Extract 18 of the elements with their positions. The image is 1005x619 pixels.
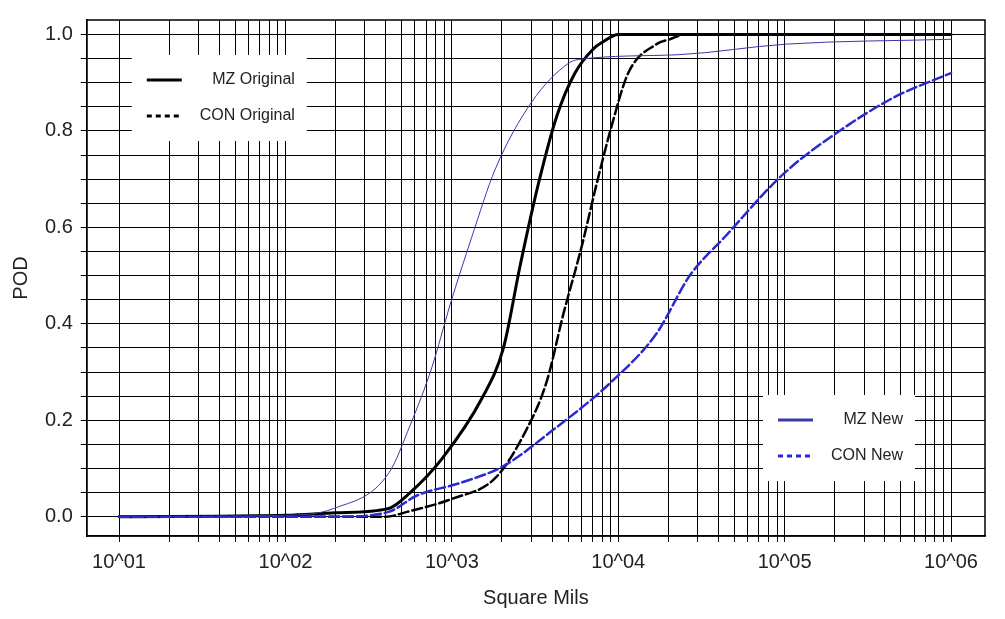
y-tick-label: 0.8 — [44, 118, 73, 141]
legend-label: CON New — [830, 446, 904, 464]
y-axis-title: POD — [8, 256, 31, 300]
x-tick-label: 10^03 — [424, 549, 479, 572]
y-tick-label: 0.2 — [44, 407, 73, 430]
x-tick-label: 10^04 — [591, 549, 646, 572]
x-tick-label: 10^02 — [258, 549, 313, 572]
legend-label: CON Original — [199, 106, 295, 124]
x-tick-label: 10^05 — [757, 549, 812, 572]
x-axis-title: Square Mils — [483, 585, 589, 608]
x-tick-label: 10^06 — [924, 549, 978, 572]
y-tick-label: 0.6 — [44, 214, 73, 237]
y-tick-label: 0.4 — [44, 311, 73, 334]
y-tick-label: 0.0 — [44, 504, 73, 527]
legend-label: MZ Original — [212, 70, 295, 88]
x-tick-label: 10^01 — [92, 549, 146, 572]
legend-label: MZ New — [843, 410, 904, 428]
y-tick-label: 1.0 — [44, 21, 73, 44]
